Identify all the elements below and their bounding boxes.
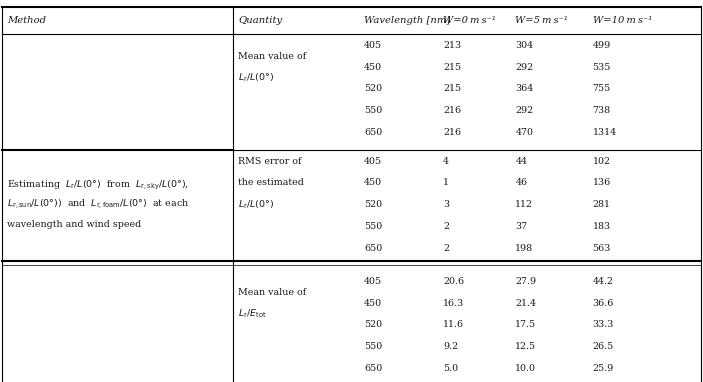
Text: W=5 m s⁻¹: W=5 m s⁻¹ xyxy=(515,16,568,25)
Text: 44: 44 xyxy=(515,157,527,165)
Text: 405: 405 xyxy=(364,277,382,286)
Text: 27.9: 27.9 xyxy=(515,277,536,286)
Text: 216: 216 xyxy=(443,106,461,115)
Text: 450: 450 xyxy=(364,63,382,71)
Text: Wavelength [nm]: Wavelength [nm] xyxy=(364,16,451,25)
Text: the estimated: the estimated xyxy=(238,178,304,187)
Text: W=0 m s⁻¹: W=0 m s⁻¹ xyxy=(443,16,496,25)
Text: 102: 102 xyxy=(593,157,611,165)
Text: $L_\mathrm{r}/L(0°)$: $L_\mathrm{r}/L(0°)$ xyxy=(238,198,274,211)
Text: $L_\mathrm{r}/E_\mathrm{tot}$: $L_\mathrm{r}/E_\mathrm{tot}$ xyxy=(238,308,267,320)
Text: 4: 4 xyxy=(443,157,449,165)
Text: 550: 550 xyxy=(364,106,382,115)
Text: 3: 3 xyxy=(443,200,449,209)
Text: 198: 198 xyxy=(515,244,534,253)
Text: 520: 520 xyxy=(364,84,382,93)
Text: 20.6: 20.6 xyxy=(443,277,464,286)
Text: 650: 650 xyxy=(364,364,382,373)
Text: $L_\mathrm{r,sun}/L(0°))$  and  $L_\mathrm{r,foam}/L(0°)$  at each: $L_\mathrm{r,sun}/L(0°))$ and $L_\mathrm… xyxy=(7,197,189,212)
Text: 304: 304 xyxy=(515,41,534,50)
Text: 1314: 1314 xyxy=(593,128,617,137)
Text: 12.5: 12.5 xyxy=(515,342,536,351)
Text: 755: 755 xyxy=(593,84,611,93)
Text: 450: 450 xyxy=(364,299,382,308)
Text: 2: 2 xyxy=(443,244,449,253)
Text: $L_\mathrm{r}/L(0°)$: $L_\mathrm{r}/L(0°)$ xyxy=(238,72,274,84)
Text: 11.6: 11.6 xyxy=(443,320,464,329)
Text: 550: 550 xyxy=(364,342,382,351)
Text: 499: 499 xyxy=(593,41,611,50)
Text: 292: 292 xyxy=(515,106,534,115)
Text: 470: 470 xyxy=(515,128,534,137)
Text: 46: 46 xyxy=(515,178,527,187)
Text: 36.6: 36.6 xyxy=(593,299,614,308)
Text: 520: 520 xyxy=(364,200,382,209)
Text: 292: 292 xyxy=(515,63,534,71)
Text: 16.3: 16.3 xyxy=(443,299,464,308)
Text: Method: Method xyxy=(7,16,46,25)
Text: 5.0: 5.0 xyxy=(443,364,458,373)
Text: 10.0: 10.0 xyxy=(515,364,536,373)
Text: 216: 216 xyxy=(443,128,461,137)
Text: 520: 520 xyxy=(364,320,382,329)
Text: Mean value of: Mean value of xyxy=(238,52,307,61)
Text: 281: 281 xyxy=(593,200,611,209)
Text: W=10 m s⁻¹: W=10 m s⁻¹ xyxy=(593,16,652,25)
Text: 2: 2 xyxy=(443,222,449,231)
Text: 405: 405 xyxy=(364,41,382,50)
Text: 563: 563 xyxy=(593,244,611,253)
Text: 215: 215 xyxy=(443,63,461,71)
Text: Quantity: Quantity xyxy=(238,16,283,25)
Text: 1: 1 xyxy=(443,178,449,187)
Text: 738: 738 xyxy=(593,106,611,115)
Text: 33.3: 33.3 xyxy=(593,320,614,329)
Text: wavelength and wind speed: wavelength and wind speed xyxy=(7,220,141,229)
Text: RMS error of: RMS error of xyxy=(238,157,302,165)
Text: 550: 550 xyxy=(364,222,382,231)
Text: 213: 213 xyxy=(443,41,461,50)
Text: 650: 650 xyxy=(364,244,382,253)
Text: 37: 37 xyxy=(515,222,527,231)
Text: 26.5: 26.5 xyxy=(593,342,614,351)
Text: 9.2: 9.2 xyxy=(443,342,458,351)
Text: 17.5: 17.5 xyxy=(515,320,536,329)
Text: 450: 450 xyxy=(364,178,382,187)
Text: Estimating  $L_\mathrm{r}/L(0°)$  from  $L_\mathrm{r,sky}/L(0°)$,: Estimating $L_\mathrm{r}/L(0°)$ from $L_… xyxy=(7,178,189,191)
Text: Mean value of: Mean value of xyxy=(238,288,307,297)
Text: 112: 112 xyxy=(515,200,534,209)
Text: 25.9: 25.9 xyxy=(593,364,614,373)
Text: 136: 136 xyxy=(593,178,611,187)
Text: 21.4: 21.4 xyxy=(515,299,536,308)
Text: 44.2: 44.2 xyxy=(593,277,614,286)
Text: 183: 183 xyxy=(593,222,611,231)
Text: 405: 405 xyxy=(364,157,382,165)
Text: 650: 650 xyxy=(364,128,382,137)
Text: 364: 364 xyxy=(515,84,534,93)
Text: 535: 535 xyxy=(593,63,611,71)
Text: 215: 215 xyxy=(443,84,461,93)
